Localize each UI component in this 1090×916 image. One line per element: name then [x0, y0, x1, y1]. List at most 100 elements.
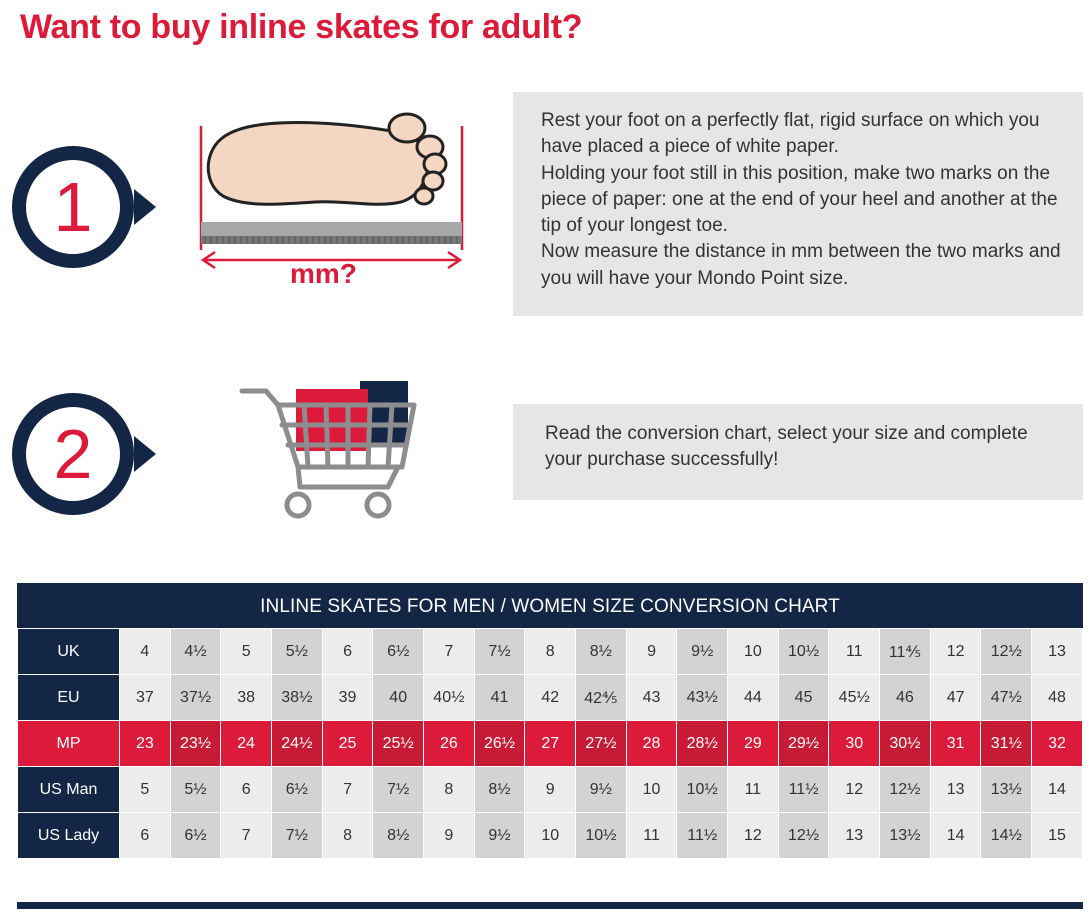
size-cell: 43½ [676, 674, 729, 721]
size-cell: 12½ [777, 812, 830, 859]
size-cell: 11½ [777, 766, 830, 813]
bottom-divider [17, 902, 1083, 909]
size-cell: 31½ [980, 720, 1033, 767]
instruction-line: Holding your foot still in this position… [541, 162, 1058, 237]
size-cell: 24½ [271, 720, 323, 767]
size-cell: 39 [321, 674, 374, 721]
table-row: US Lady 6 6½ 7 7½ 8 8½ 9 9½ 10 10½ 11 11½ 12 12½ 13 13½ 1… [17, 812, 1083, 859]
size-cell: 13 [929, 766, 982, 813]
size-cell: 12½ [879, 766, 931, 813]
size-cell: 10½ [676, 766, 729, 813]
step-badge-icon [12, 393, 156, 515]
size-cell: 40 [372, 674, 425, 721]
size-cell: 4½ [169, 628, 222, 675]
size-cell: 42⅘ [575, 674, 627, 721]
size-cell: 7 [321, 766, 374, 813]
step-2-badge: 2 [6, 388, 166, 518]
size-cell: 15 [1031, 812, 1083, 859]
size-cell: 8 [321, 812, 374, 859]
row-header: EU [17, 674, 120, 721]
size-cell: 26 [423, 720, 475, 767]
size-cell: 13½ [980, 766, 1033, 813]
size-cell: 10 [524, 812, 577, 859]
step-badge-icon [12, 146, 156, 268]
row-header: US Lady [17, 812, 120, 859]
size-cell: 5½ [271, 628, 323, 675]
size-cell: 6½ [271, 766, 323, 813]
step-1-instructions: Rest your foot on a perfectly flat, rigi… [513, 92, 1083, 316]
instruction-line: Rest your foot on a perfectly flat, rigi… [541, 110, 1040, 158]
size-cell: 13 [1031, 628, 1083, 675]
size-cell: 7 [423, 628, 475, 675]
table-row: EU 37 37½ 38 38½ 39 40 40½ 41 42 42⅘ 43 43½ 44 45 45½ 46… [17, 674, 1083, 721]
size-cell: 11 [625, 812, 678, 859]
instruction-line: Now measure the distance in mm between t… [541, 241, 1061, 289]
conversion-table: UK 4 4½ 5 5½ 6 6½ 7 7½ 8 8½ 9 9½ 10 10½ 11 11⅘ 12 12½ 13 EU 3… [17, 628, 1083, 859]
size-cell: 26½ [473, 720, 526, 767]
table-row: MP 23 23½ 24 24½ 25 25½ 26 26½ 27 27½ 28 28½ 29 29½ 30 3… [17, 720, 1083, 767]
size-cell: 12 [727, 812, 779, 859]
size-cell: 8 [524, 628, 577, 675]
shopping-cart-icon [238, 375, 428, 525]
size-cell: 6 [321, 628, 374, 675]
size-conversion-chart: INLINE SKATES FOR MEN / WOMEN SIZE CONVE… [17, 583, 1083, 859]
size-cell: 45 [777, 674, 830, 721]
size-cell: 14½ [980, 812, 1033, 859]
size-cell: 7½ [271, 812, 323, 859]
size-cell: 38 [220, 674, 273, 721]
size-cell: 10½ [777, 628, 830, 675]
size-cell: 6 [220, 766, 273, 813]
size-cell: 41 [473, 674, 526, 721]
size-cell: 13½ [879, 812, 931, 859]
size-cell: 9 [524, 766, 577, 813]
size-cell: 48 [1031, 674, 1083, 721]
size-cell: 38½ [271, 674, 323, 721]
size-cell: 5 [220, 628, 273, 675]
size-cell: 45½ [828, 674, 881, 721]
size-cell: 14 [1031, 766, 1083, 813]
size-cell: 12 [828, 766, 881, 813]
size-cell: 28½ [676, 720, 729, 767]
size-cell: 30½ [879, 720, 931, 767]
size-cell: 37½ [169, 674, 222, 721]
size-cell: 47½ [980, 674, 1033, 721]
size-cell: 5½ [169, 766, 222, 813]
size-cell: 9 [625, 628, 678, 675]
size-cell: 44 [727, 674, 779, 721]
instruction-line: Read the conversion chart, select your s… [545, 423, 1028, 471]
size-cell: 12½ [980, 628, 1033, 675]
size-cell: 7½ [372, 766, 425, 813]
chart-title: INLINE SKATES FOR MEN / WOMEN SIZE CONVE… [17, 583, 1083, 628]
size-cell: 8½ [372, 812, 425, 859]
size-cell: 9½ [575, 766, 627, 813]
size-cell: 24 [220, 720, 273, 767]
size-cell: 28 [625, 720, 678, 767]
step-1-badge: 1 [6, 141, 166, 271]
size-cell: 42 [524, 674, 577, 721]
size-cell: 6½ [169, 812, 222, 859]
size-cell: 37 [119, 674, 171, 721]
size-cell: 25 [321, 720, 374, 767]
size-cell: 27 [524, 720, 577, 767]
size-cell: 23 [119, 720, 171, 767]
measure-label: mm? [290, 258, 357, 289]
row-header: UK [17, 628, 120, 675]
foot-measure-icon [195, 104, 470, 298]
size-cell: 8½ [575, 628, 627, 675]
size-cell: 29½ [777, 720, 830, 767]
size-cell: 7 [220, 812, 273, 859]
size-cell: 46 [879, 674, 931, 721]
size-cell: 5 [119, 766, 171, 813]
row-header: US Man [17, 766, 120, 813]
size-cell: 25½ [372, 720, 425, 767]
step-1-number: 1 [53, 168, 93, 246]
size-cell: 8½ [473, 766, 526, 813]
size-cell: 27½ [575, 720, 627, 767]
size-cell: 29 [727, 720, 779, 767]
step-2-instructions: Read the conversion chart, select your s… [513, 404, 1083, 500]
size-cell: 4 [119, 628, 171, 675]
size-cell: 14 [929, 812, 982, 859]
size-cell: 43 [625, 674, 678, 721]
step-2-number: 2 [53, 415, 93, 493]
size-cell: 12 [929, 628, 982, 675]
